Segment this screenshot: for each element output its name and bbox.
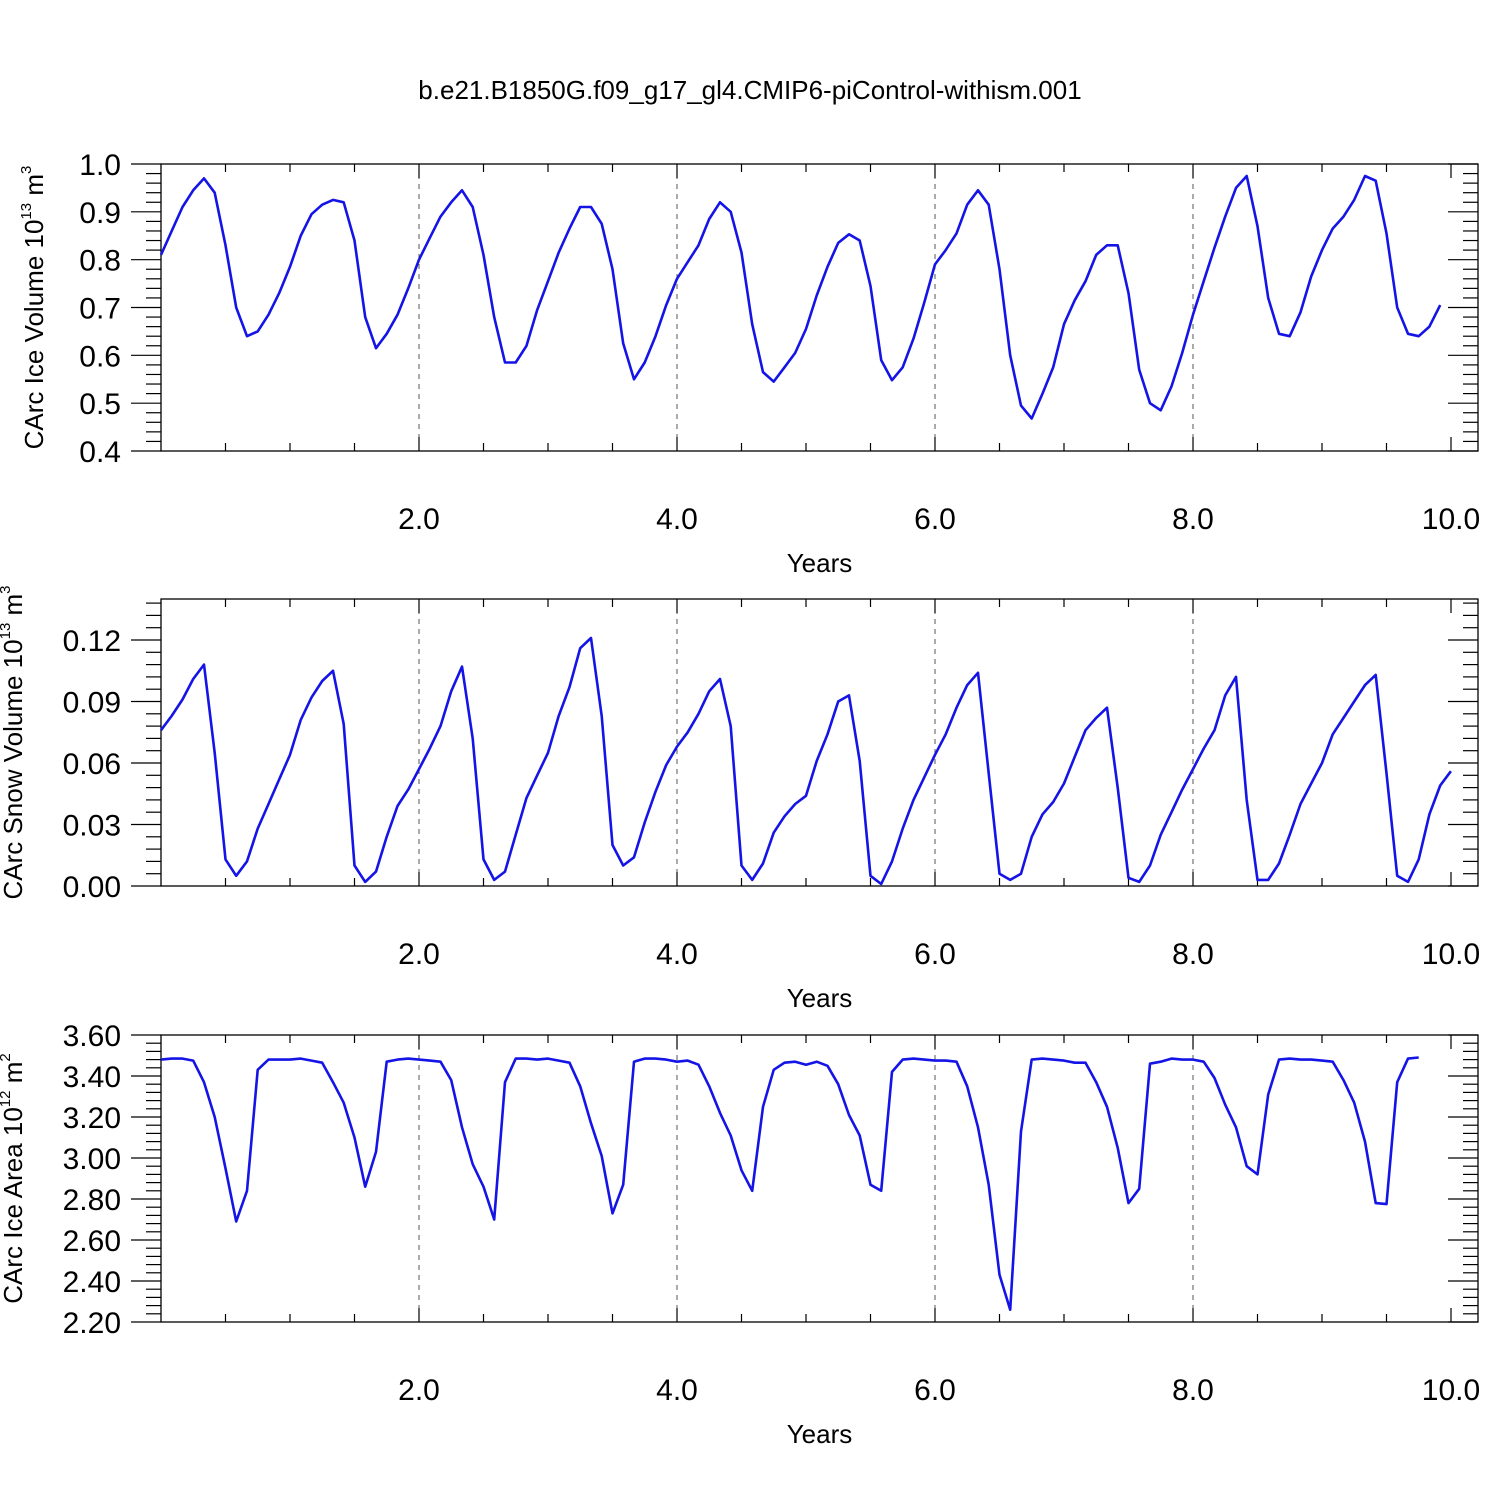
y-tick-label: 3.20 xyxy=(63,1102,121,1135)
series-line xyxy=(159,636,1452,886)
x-tick-label: 6.0 xyxy=(914,503,956,536)
series-line xyxy=(159,174,1442,420)
x-tick-label: 6.0 xyxy=(914,938,956,971)
y-tick-label: 0.9 xyxy=(79,197,121,230)
y-tick-label: 3.60 xyxy=(63,1020,121,1053)
y-tick-label: 0.09 xyxy=(63,687,121,720)
x-tick-label: 10.0 xyxy=(1422,503,1480,536)
x-tick-label: 8.0 xyxy=(1172,938,1214,971)
y-tick-label: 0.8 xyxy=(79,245,121,278)
y-axis-label: CArc Snow Volume 1013 m3 xyxy=(0,585,28,899)
x-tick-label: 8.0 xyxy=(1172,1374,1214,1407)
y-tick-label: 0.6 xyxy=(79,340,121,373)
chart-title: b.e21.B1850G.f09_g17_gl4.CMIP6-piControl… xyxy=(418,75,1081,105)
y-tick-label: 3.40 xyxy=(63,1061,121,1094)
y-tick-label: 3.00 xyxy=(63,1143,121,1176)
y-tick-label: 2.60 xyxy=(63,1225,121,1258)
y-tick-label: 0.03 xyxy=(63,810,121,843)
y-tick-label: 0.12 xyxy=(63,625,121,658)
plot-frame xyxy=(160,1034,1479,1323)
y-tick-label: 1.0 xyxy=(79,149,121,182)
y-axis-label: CArc Ice Area 1012 m2 xyxy=(0,1053,28,1303)
y-tick-label: 0.06 xyxy=(63,748,121,781)
plot-frame xyxy=(160,598,1479,887)
panel-1: 2.0 4.0 6.0 8.0 10.0 0.4 0.5 0.6 0.7 0.8 0.9 1.0 Yea… xyxy=(18,149,1480,578)
y-axis-label: CArc Ice Volume 1013 m3 xyxy=(18,166,49,450)
x-tick-label: 2.0 xyxy=(398,1374,440,1407)
y-tick-label: 0.00 xyxy=(63,871,121,904)
x-axis-label: Years xyxy=(787,548,853,578)
x-tick-label: 4.0 xyxy=(656,938,698,971)
x-tick-label: 4.0 xyxy=(656,503,698,536)
y-tick-label: 2.80 xyxy=(63,1184,121,1217)
plot-frame xyxy=(160,163,1479,452)
x-tick-label: 10.0 xyxy=(1422,938,1480,971)
x-tick-label: 10.0 xyxy=(1422,1374,1480,1407)
y-tick-label: 2.20 xyxy=(63,1307,121,1340)
x-tick-label: 8.0 xyxy=(1172,503,1214,536)
y-tick-label: 0.4 xyxy=(79,436,121,469)
x-tick-label: 6.0 xyxy=(914,1374,956,1407)
x-tick-label: 2.0 xyxy=(398,503,440,536)
y-tick-label: 0.7 xyxy=(79,293,121,326)
y-tick-label: 0.5 xyxy=(79,388,121,421)
x-axis-label: Years xyxy=(787,983,853,1013)
x-axis-label: Years xyxy=(787,1419,853,1449)
y-tick-label: 2.40 xyxy=(63,1266,121,1299)
x-tick-label: 2.0 xyxy=(398,938,440,971)
panel-2: 2.0 4.0 6.0 8.0 10.0 0.00 0.03 0.06 0.09 0.12 Year… xyxy=(0,585,1480,1013)
x-tick-label: 4.0 xyxy=(656,1374,698,1407)
panel-3: 2.0 4.0 6.0 8.0 10.0 2.20 2.40 2.60 2.80 3.00 3.20… xyxy=(0,1020,1480,1449)
series-line xyxy=(160,1056,1419,1311)
